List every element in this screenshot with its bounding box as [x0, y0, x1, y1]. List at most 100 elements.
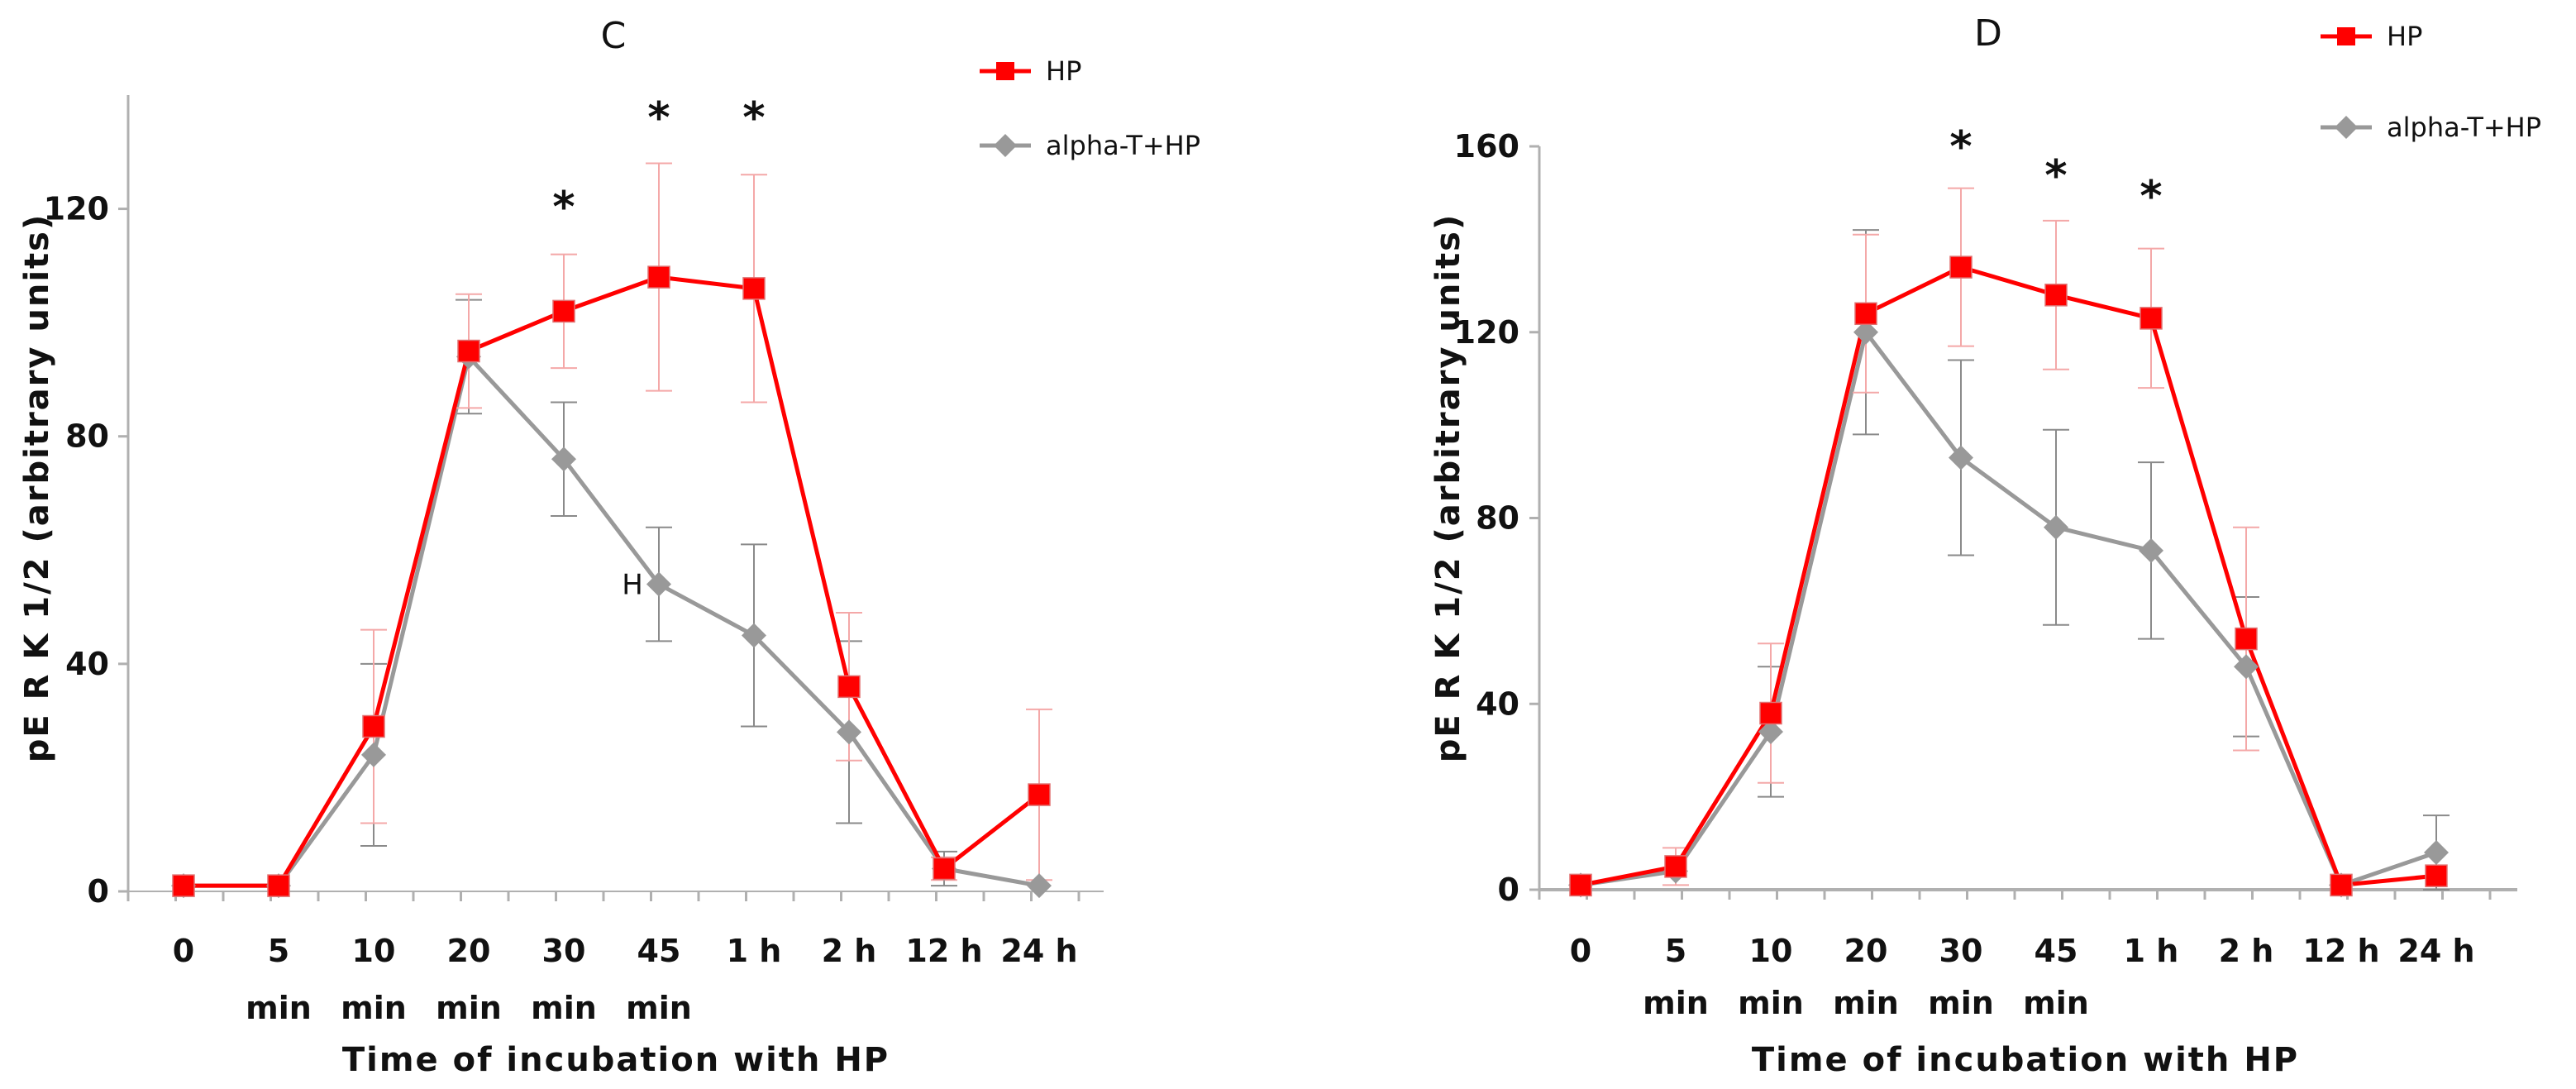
- alpha-t-hp-point: [1758, 719, 1783, 744]
- hp-series-line: [1580, 265, 2437, 887]
- x-axis-title: Time of incubation with HP: [1752, 1041, 2299, 1079]
- alpha-t-hp-point: [1949, 445, 1973, 470]
- alpha-t-hp-point: [2044, 514, 2068, 540]
- legend-alpha-t-hp-marker: [994, 134, 1017, 157]
- hp-point: [457, 339, 480, 363]
- panel-c: C 0 40 80 120 0 5 min 10 min 20 min 30 min 45 min 1 h 2 h…: [18, 15, 1200, 1079]
- x-tick-label: 12 h: [2302, 933, 2379, 969]
- x-tick-label: 5: [1665, 933, 1686, 969]
- hp-point: [742, 277, 766, 300]
- x-tick-label-unit: min: [1833, 985, 1899, 1021]
- significance-star: *: [552, 183, 575, 232]
- alpha-t-hp-point: [837, 719, 861, 745]
- x-tick-label-unit: min: [1738, 985, 1804, 1021]
- y-tick-label: 40: [1476, 685, 1519, 722]
- x-tick-label: 2 h: [822, 933, 877, 969]
- x-tick-label: 30: [1939, 933, 1983, 969]
- y-axis-title: pE R K 1/2 (arbitrary units): [18, 213, 56, 763]
- x-tick-label: 10: [352, 933, 396, 969]
- legend-alpha-t-hp-label: alpha-T+HP: [1046, 130, 1200, 161]
- hp-point: [1664, 855, 1687, 878]
- panel-title: C: [601, 15, 627, 57]
- hp-point: [2330, 873, 2353, 897]
- y-tick-label: 80: [65, 418, 109, 455]
- alpha-t-hp-point: [1027, 873, 1052, 899]
- y-tick-label: 120: [1454, 314, 1519, 351]
- x-tick-label: 5: [268, 933, 289, 969]
- hp-series-line: [184, 275, 1041, 888]
- hp-point: [2140, 307, 2163, 330]
- alpha-t-hp-point: [1853, 319, 1878, 345]
- x-tick-label: 10: [1749, 933, 1793, 969]
- alpha-t-hp-point: [742, 623, 766, 648]
- hp-point: [1759, 701, 1782, 725]
- significance-star: *: [647, 93, 670, 143]
- x-tick-label: 45: [637, 933, 681, 969]
- x-tick-label: 1 h: [727, 933, 782, 969]
- hp-point: [1854, 302, 1877, 326]
- hp-point: [933, 857, 956, 881]
- y-tick-label: 120: [44, 191, 109, 227]
- x-tick-label: 45: [2035, 933, 2078, 969]
- alpha-t-hp-point: [2424, 840, 2449, 866]
- panel-title: D: [1974, 12, 2002, 55]
- x-tick-label-unit: min: [1928, 985, 1994, 1021]
- hp-point: [267, 874, 290, 897]
- x-tick-label: 0: [173, 933, 194, 969]
- legend-hp-marker: [996, 62, 1014, 80]
- y-tick-label: 160: [1454, 128, 1519, 165]
- x-axis-title: Time of incubation with HP: [342, 1041, 890, 1079]
- hp-point: [1949, 256, 1973, 279]
- x-tick-label-unit: min: [626, 990, 692, 1026]
- x-tick-label: 12 h: [905, 933, 982, 969]
- x-tick-label: 0: [1570, 933, 1591, 969]
- x-tick-label: 20: [447, 933, 491, 969]
- x-tick-label: 2 h: [2219, 933, 2274, 969]
- x-tick-label: 1 h: [2124, 933, 2179, 969]
- alpha-t-hp-point: [551, 447, 576, 472]
- y-tick-label: 40: [65, 646, 109, 682]
- hp-point: [2425, 864, 2448, 887]
- legend-hp-label: HP: [2387, 21, 2422, 52]
- y-tick-label: 0: [1498, 872, 1519, 908]
- y-axis-title: pE R K 1/2 (arbitrary units): [1429, 213, 1467, 763]
- panel-d: D 0 40 80 120 160 0 5 min 10 min 20 min 30 min 45 min 1 h…: [1429, 12, 2541, 1079]
- alpha-t-hp-point: [646, 571, 671, 597]
- hp-point: [552, 299, 575, 323]
- legend-hp-label: HP: [1046, 55, 1081, 87]
- x-tick-label-unit: min: [2023, 985, 2089, 1021]
- x-tick-label: 30: [542, 933, 586, 969]
- significance-star: *: [2044, 151, 2067, 201]
- alpha-t-hp-point: [2234, 654, 2259, 680]
- legend-alpha-t-hp-label: alpha-T+HP: [2387, 112, 2541, 143]
- x-tick-label-unit: min: [341, 990, 407, 1026]
- y-tick-label: 80: [1476, 500, 1519, 537]
- significance-star: *: [2140, 172, 2162, 222]
- significance-star: *: [742, 93, 765, 143]
- hp-point: [2044, 284, 2068, 307]
- alpha-t-hp-point: [2139, 537, 2163, 563]
- hp-point: [647, 265, 670, 289]
- x-tick-label-unit: min: [531, 990, 597, 1026]
- alpha-t-hp-series-line: [1580, 330, 2437, 887]
- x-tick-label-unit: min: [436, 990, 502, 1026]
- alpha-t-hp-series-line: [184, 354, 1040, 888]
- hp-point: [1569, 873, 1592, 897]
- x-tick-label: 24 h: [1000, 933, 1077, 969]
- hp-point: [172, 874, 195, 897]
- legend-hp-marker: [2337, 27, 2355, 45]
- legend-alpha-t-hp-marker: [2335, 116, 2358, 139]
- hp-point: [1028, 783, 1051, 806]
- x-tick-label-unit: min: [246, 990, 312, 1026]
- hp-point: [362, 714, 385, 738]
- alpha-t-hp-point: [361, 742, 386, 767]
- hp-point: [837, 675, 861, 699]
- x-tick-label: 24 h: [2397, 933, 2474, 969]
- x-tick-label: 20: [1844, 933, 1888, 969]
- x-tick-label-unit: min: [1643, 985, 1709, 1021]
- significance-star: *: [1949, 122, 1972, 172]
- annotation-label: H: [622, 569, 643, 602]
- hp-point: [2235, 627, 2258, 651]
- y-tick-label: 0: [88, 873, 109, 910]
